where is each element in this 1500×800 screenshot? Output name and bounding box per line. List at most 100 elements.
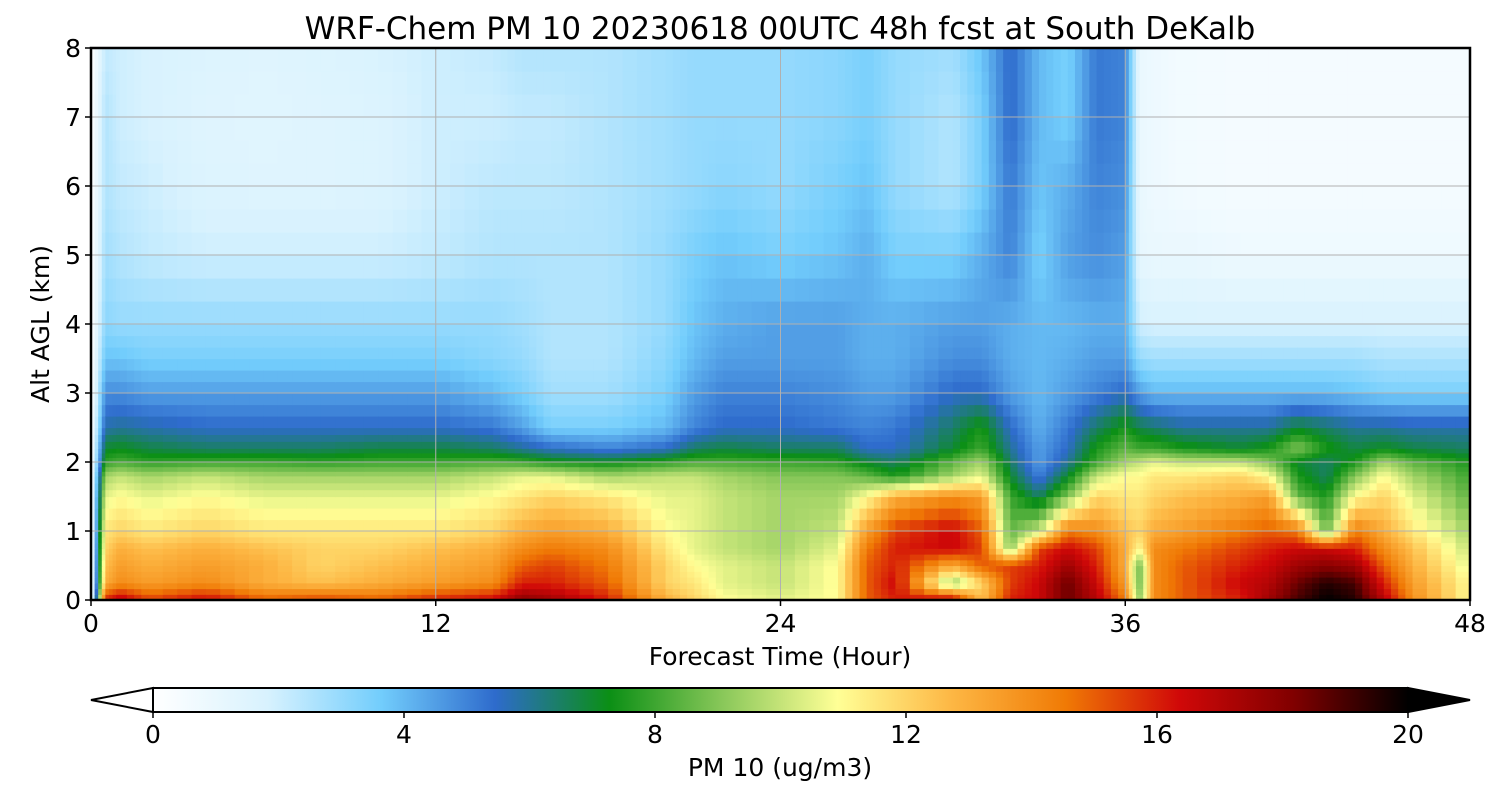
heatmap-cell <box>1383 475 1392 484</box>
heatmap-cell <box>105 347 110 360</box>
heatmap-cell <box>988 370 997 383</box>
heatmap-cell <box>514 452 523 458</box>
heatmap-cell <box>1136 370 1141 383</box>
heatmap-cell <box>873 381 882 394</box>
heatmap-cell <box>141 548 150 555</box>
heatmap-cell <box>1010 434 1019 442</box>
heatmap-cell <box>134 554 142 561</box>
heatmap-cell <box>1426 358 1442 371</box>
heatmap-cell <box>1146 370 1151 383</box>
heatmap-cell <box>1254 588 1263 595</box>
heatmap-cell <box>715 475 724 484</box>
heatmap-cell <box>1010 531 1019 538</box>
heatmap-cell <box>421 404 437 417</box>
heatmap-cell <box>177 519 193 532</box>
heatmap-cell <box>823 475 839 484</box>
heatmap-cell <box>1347 582 1356 590</box>
heatmap-cell <box>909 441 925 449</box>
heatmap-cell <box>672 466 681 472</box>
heatmap-cell <box>1398 565 1406 572</box>
heatmap-cell <box>1355 471 1363 477</box>
heatmap-cell <box>794 381 810 394</box>
heatmap-cell <box>1125 519 1130 532</box>
heatmap-cell <box>1182 594 1198 600</box>
heatmap-cell <box>1103 393 1112 406</box>
heatmap-cell <box>952 482 961 491</box>
heatmap-cell <box>1139 548 1144 555</box>
heatmap-cell <box>995 536 1004 544</box>
heatmap-cell <box>1340 457 1349 463</box>
heatmap-cell <box>493 482 501 491</box>
heatmap-cell <box>952 542 961 549</box>
heatmap-cell <box>1390 448 1399 454</box>
heatmap-cell <box>306 496 322 509</box>
heatmap-cell <box>1182 588 1198 595</box>
heatmap-cell <box>751 577 767 584</box>
heatmap-cell <box>1010 393 1019 406</box>
heatmap-cell <box>1369 358 1378 371</box>
heatmap-cell <box>988 471 997 477</box>
heatmap-cell <box>1261 427 1270 435</box>
heatmap-cell <box>766 536 782 544</box>
heatmap-cell <box>1161 536 1169 544</box>
heatmap-cell <box>1355 571 1363 578</box>
heatmap-cell <box>177 466 193 472</box>
heatmap-cell <box>1383 496 1392 509</box>
heatmap-cell <box>1290 565 1299 572</box>
heatmap-cell <box>651 508 667 521</box>
heatmap-cell <box>1247 536 1256 544</box>
heatmap-cell <box>464 462 480 468</box>
heatmap-cell <box>1039 571 1047 578</box>
heatmap-cell <box>363 519 379 532</box>
heatmap-cell <box>94 531 99 538</box>
heatmap-cell <box>1254 358 1263 371</box>
heatmap-cell <box>672 457 681 463</box>
heatmap-cell <box>622 577 638 584</box>
heatmap-cell <box>450 548 466 555</box>
heatmap-cell <box>608 519 624 532</box>
heatmap-cell <box>1161 475 1169 484</box>
heatmap-cell <box>1132 381 1137 394</box>
heatmap-cell <box>1161 588 1169 595</box>
heatmap-cell <box>809 588 825 595</box>
heatmap-cell <box>967 427 976 435</box>
heatmap-cell <box>493 416 501 429</box>
heatmap-cell <box>277 565 293 572</box>
heatmap-cell <box>91 434 96 442</box>
heatmap-cell <box>529 404 537 417</box>
heatmap-cell <box>191 416 207 429</box>
heatmap-cell <box>1003 508 1011 521</box>
heatmap-cell <box>837 448 846 454</box>
heatmap-cell <box>1139 588 1144 595</box>
heatmap-cell <box>94 370 99 383</box>
heatmap-cell <box>249 536 264 544</box>
heatmap-cell <box>514 416 523 429</box>
heatmap-cell <box>529 457 537 463</box>
heatmap-cell <box>809 427 825 435</box>
heatmap-cell <box>1405 548 1414 555</box>
heatmap-cell <box>98 482 103 491</box>
heatmap-cell <box>1010 427 1019 435</box>
heatmap-cell <box>234 482 250 491</box>
heatmap-cell <box>1010 536 1019 544</box>
heatmap-cell <box>995 448 1004 454</box>
heatmap-cell <box>1139 448 1144 454</box>
heatmap-cell <box>162 588 178 595</box>
heatmap-cell <box>1125 358 1130 371</box>
heatmap-cell <box>1060 466 1069 472</box>
heatmap-cell <box>500 548 509 555</box>
heatmap-cell <box>1197 393 1213 406</box>
heatmap-cell <box>435 462 451 468</box>
heatmap-cell <box>1261 554 1270 561</box>
heatmap-cell <box>335 347 351 360</box>
heatmap-cell <box>1017 416 1026 429</box>
heatmap-cell <box>1128 404 1134 417</box>
heatmap-cell <box>1128 542 1134 549</box>
heatmap-cell <box>687 594 695 600</box>
heatmap-cell <box>859 466 868 472</box>
heatmap-cell <box>1161 434 1169 442</box>
heatmap-cell <box>1347 452 1356 458</box>
heatmap-cell <box>1247 404 1256 417</box>
heatmap-cell <box>116 393 121 406</box>
heatmap-cell <box>1261 531 1270 538</box>
